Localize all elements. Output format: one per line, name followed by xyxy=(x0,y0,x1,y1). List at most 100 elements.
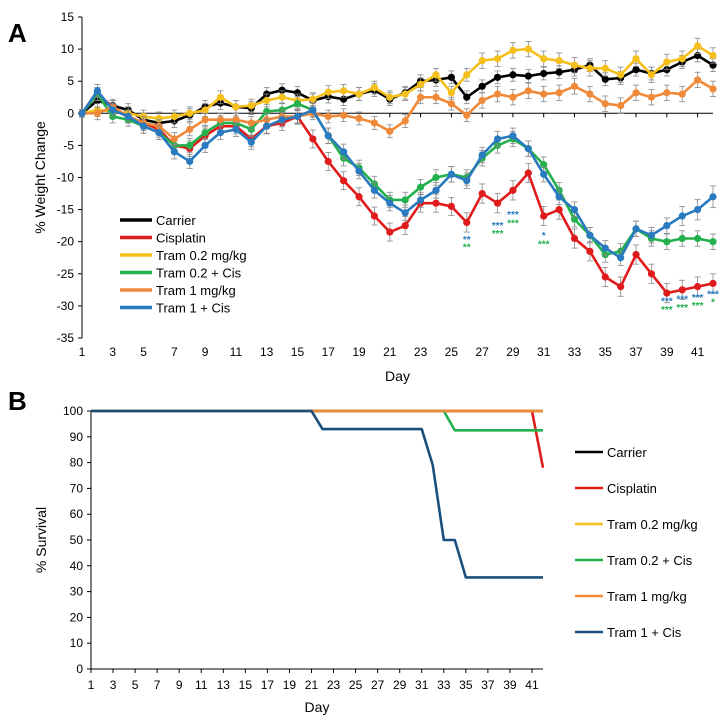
a-point-tram-1-mg-kg xyxy=(524,87,532,95)
a-point-tram-1-cis xyxy=(478,151,486,159)
a-legend-item: Tram 0.2 + Cis xyxy=(120,266,242,281)
a-point-tram-1-cis xyxy=(463,177,471,185)
a-x-tick-label: 5 xyxy=(140,345,147,359)
a-significance-marker: *** xyxy=(676,303,688,314)
b-x-tick-label: 27 xyxy=(371,678,385,692)
a-legend-label: Tram 1 mg/kg xyxy=(156,283,236,298)
a-point-tram-0-2-mg-kg xyxy=(463,71,471,79)
a-point-tram-0-2-mg-kg xyxy=(401,90,409,98)
b-x-tick-label: 11 xyxy=(195,678,208,692)
a-point-tram-0-2-mg-kg xyxy=(386,93,394,101)
a-point-tram-0-2-mg-kg xyxy=(632,55,640,63)
a-point-cisplatin xyxy=(663,289,671,297)
b-x-tick-label: 19 xyxy=(283,678,297,692)
a-series-tram-1-mg-kg xyxy=(78,71,717,146)
a-significance-marker: *** xyxy=(507,218,519,229)
b-legend-item: Carrier xyxy=(575,445,647,460)
a-point-tram-1-cis xyxy=(401,209,409,217)
a-point-tram-0-2-cis xyxy=(186,141,194,149)
a-legend-label: Tram 0.2 + Cis xyxy=(156,266,242,281)
a-point-tram-1-cis xyxy=(524,145,532,153)
a-point-tram-0-2-cis xyxy=(401,196,409,204)
a-x-tick-label: 1 xyxy=(79,345,86,359)
a-point-tram-1-mg-kg xyxy=(232,116,240,124)
a-y-tick-label: -10 xyxy=(57,171,75,185)
a-x-tick-label: 11 xyxy=(230,345,243,359)
a-point-cisplatin xyxy=(570,234,579,243)
a-point-tram-0-2-mg-kg xyxy=(340,87,348,95)
a-point-tram-0-2-mg-kg xyxy=(524,45,532,53)
b-x-tick-label: 25 xyxy=(349,678,363,692)
b-x-tick-label: 7 xyxy=(154,678,161,692)
a-point-tram-1-mg-kg xyxy=(678,90,686,98)
b-legend-item: Tram 0.2 + Cis xyxy=(575,553,693,568)
a-legend-label: Tram 1 + Cis xyxy=(156,301,231,316)
b-y-tick-label: 80 xyxy=(70,456,84,470)
panel-label-b: B xyxy=(8,386,27,416)
a-x-tick-label: 25 xyxy=(445,345,459,359)
a-point-tram-1-cis xyxy=(124,112,132,121)
a-series-tram-1-cis xyxy=(78,84,717,266)
a-point-tram-1-cis xyxy=(694,206,702,214)
a-point-cisplatin xyxy=(586,247,594,255)
a-point-tram-1-mg-kg xyxy=(709,85,717,93)
a-point-cisplatin xyxy=(540,212,548,220)
a-point-tram-1-mg-kg xyxy=(370,119,379,127)
a-point-carrier xyxy=(540,69,548,78)
a-significance-marker: *** xyxy=(707,290,719,301)
a-point-tram-0-2-mg-kg xyxy=(647,71,656,79)
a-y-tick-label: 10 xyxy=(61,42,75,56)
a-point-tram-1-cis xyxy=(432,186,440,194)
a-point-tram-1-cis xyxy=(386,199,394,207)
a-point-tram-0-2-mg-kg xyxy=(232,103,240,111)
a-point-tram-1-cis xyxy=(186,157,194,166)
a-point-tram-0-2-mg-kg xyxy=(278,93,286,101)
b-y-tick-label: 10 xyxy=(70,636,84,650)
a-point-tram-1-cis xyxy=(170,148,178,156)
a-point-tram-0-2-mg-kg xyxy=(416,80,425,89)
a-point-carrier xyxy=(478,82,486,90)
b-legend-label: Cisplatin xyxy=(607,481,657,496)
a-point-tram-1-mg-kg xyxy=(647,93,656,101)
a-y-tick-label: -20 xyxy=(57,235,75,249)
a-series-tram-0-2-mg-kg xyxy=(78,37,717,126)
a-x-axis-title: Day xyxy=(385,368,410,384)
a-point-cisplatin xyxy=(601,273,609,281)
a-x-tick-label: 15 xyxy=(291,345,305,359)
a-point-tram-0-2-mg-kg xyxy=(432,71,440,79)
panel-label-a: A xyxy=(8,18,27,48)
a-point-tram-1-mg-kg xyxy=(601,100,609,108)
a-point-tram-0-2-mg-kg xyxy=(555,57,563,65)
a-point-tram-1-mg-kg xyxy=(324,112,332,121)
b-x-tick-label: 5 xyxy=(132,678,139,692)
b-y-axis-title: % Survival xyxy=(33,507,49,573)
a-x-tick-label: 21 xyxy=(383,345,397,359)
b-x-tick-label: 15 xyxy=(239,678,253,692)
a-x-tick-label: 3 xyxy=(109,345,116,359)
b-legend-item: Tram 1 mg/kg xyxy=(575,589,687,604)
a-point-tram-0-2-mg-kg xyxy=(263,96,271,105)
a-point-tram-1-mg-kg xyxy=(93,109,101,117)
b-series-tram-1-cis xyxy=(91,409,543,579)
a-point-tram-1-mg-kg xyxy=(432,93,440,101)
a-point-tram-0-2-cis xyxy=(678,234,686,243)
a-point-tram-1-cis xyxy=(139,122,148,130)
a-point-tram-0-2-cis xyxy=(694,234,702,243)
a-significance-marker: *** xyxy=(538,239,550,250)
a-point-tram-0-2-cis xyxy=(201,128,209,137)
a-point-cisplatin xyxy=(355,193,363,201)
a-point-tram-1-mg-kg xyxy=(186,125,194,133)
a-point-cisplatin xyxy=(555,206,563,214)
a-significance-marker: *** xyxy=(676,295,688,306)
b-x-tick-label: 33 xyxy=(437,678,451,692)
a-legend-label: Cisplatin xyxy=(156,231,206,246)
b-y-tick-label: 100 xyxy=(63,404,83,418)
a-point-tram-0-2-mg-kg xyxy=(709,51,717,60)
a-point-tram-1-cis xyxy=(278,116,286,124)
b-x-tick-label: 37 xyxy=(481,678,495,692)
a-x-tick-label: 41 xyxy=(691,345,705,359)
a-point-tram-1-cis xyxy=(340,148,348,156)
a-point-tram-1-cis xyxy=(293,112,302,121)
b-y-tick-label: 30 xyxy=(70,585,84,599)
a-point-tram-1-cis xyxy=(324,132,332,140)
